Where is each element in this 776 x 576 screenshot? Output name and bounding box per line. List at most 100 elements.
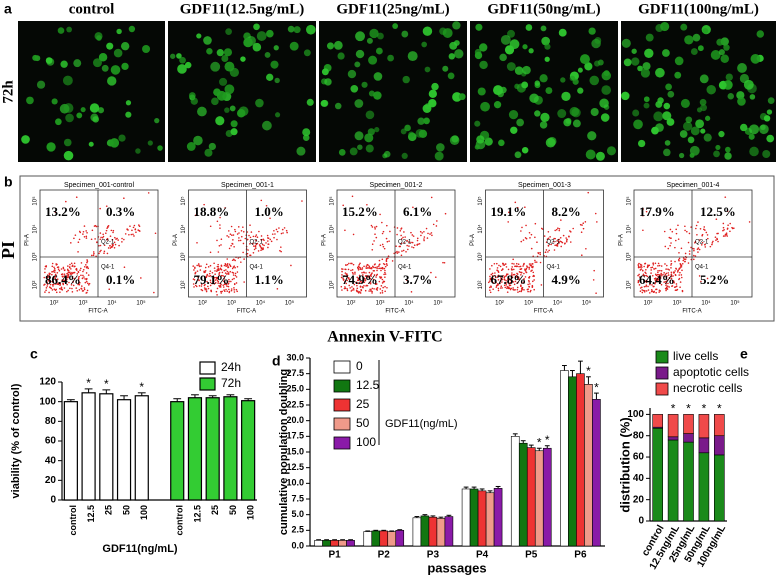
event [581, 224, 583, 226]
event [85, 278, 88, 281]
event [646, 280, 648, 282]
event [222, 286, 225, 288]
cell [600, 113, 610, 122]
event [124, 233, 127, 235]
y-tick-label: 10² [478, 281, 484, 290]
event [281, 228, 284, 231]
event [60, 287, 63, 289]
event [665, 289, 667, 292]
event [244, 237, 247, 240]
event [410, 291, 413, 293]
event [582, 227, 585, 230]
cell [749, 124, 760, 135]
cell [699, 98, 707, 106]
event [676, 271, 679, 273]
event [727, 224, 729, 226]
bar [99, 393, 114, 501]
cell [326, 42, 335, 50]
event [442, 261, 444, 264]
event [642, 273, 645, 276]
cell [337, 52, 345, 60]
event [86, 289, 89, 292]
x-tick-label: 10⁴ [404, 300, 414, 307]
event [70, 273, 72, 276]
event [698, 275, 701, 277]
event [301, 200, 303, 202]
cell [637, 65, 643, 72]
event [530, 263, 532, 265]
cell [585, 149, 596, 160]
event [695, 227, 697, 230]
event [701, 234, 703, 237]
event [665, 288, 668, 290]
event [385, 260, 388, 263]
y-tick-label: 10⁵ [626, 196, 633, 206]
event [553, 249, 556, 251]
event [113, 246, 116, 249]
event [659, 290, 662, 292]
event [249, 236, 252, 239]
event [216, 239, 218, 242]
event [389, 230, 391, 233]
event [507, 280, 509, 283]
event [665, 272, 668, 275]
event [223, 264, 226, 267]
event [565, 237, 567, 239]
cell [157, 145, 163, 151]
event [526, 265, 528, 267]
cell [623, 58, 632, 67]
x-axis-label: FITC-A [534, 309, 553, 315]
error-bar [594, 392, 599, 400]
event [640, 264, 642, 266]
x-axis-label: FITC-A [237, 309, 256, 315]
event [402, 249, 405, 252]
y-tick-label: 20 [633, 494, 645, 505]
event [222, 274, 224, 277]
cell [287, 25, 295, 33]
event [83, 276, 85, 278]
event [534, 236, 536, 239]
event [391, 260, 394, 262]
event [224, 207, 226, 209]
event [398, 251, 400, 253]
plot-title: Specimen_001-control [64, 182, 134, 189]
event [670, 277, 673, 280]
event [193, 269, 195, 271]
cell [401, 30, 409, 38]
event [569, 230, 571, 232]
event [376, 273, 379, 276]
cell [274, 112, 281, 118]
event [349, 287, 351, 289]
event [725, 233, 728, 236]
micrograph [319, 21, 467, 162]
event [533, 288, 536, 291]
event [345, 275, 348, 278]
event [109, 244, 111, 247]
event [411, 234, 414, 236]
event [382, 286, 384, 289]
event [694, 240, 697, 243]
cell [369, 28, 379, 39]
event [647, 289, 650, 291]
event [88, 282, 91, 285]
event [98, 244, 100, 247]
cell [637, 139, 646, 148]
events [340, 195, 447, 294]
bar [330, 540, 339, 547]
event [679, 263, 682, 266]
event [217, 263, 219, 266]
event [107, 224, 110, 227]
significance: * [537, 435, 542, 449]
event [78, 238, 81, 241]
event [705, 231, 708, 234]
cell [516, 118, 524, 127]
cell [355, 31, 366, 42]
event [528, 268, 531, 270]
cell [229, 105, 236, 112]
event [351, 286, 353, 288]
cells [21, 25, 163, 161]
y-tick-label: 60 [633, 452, 645, 463]
event [204, 269, 207, 272]
y-tick-label: 27.5 [286, 368, 304, 378]
event [650, 290, 653, 293]
